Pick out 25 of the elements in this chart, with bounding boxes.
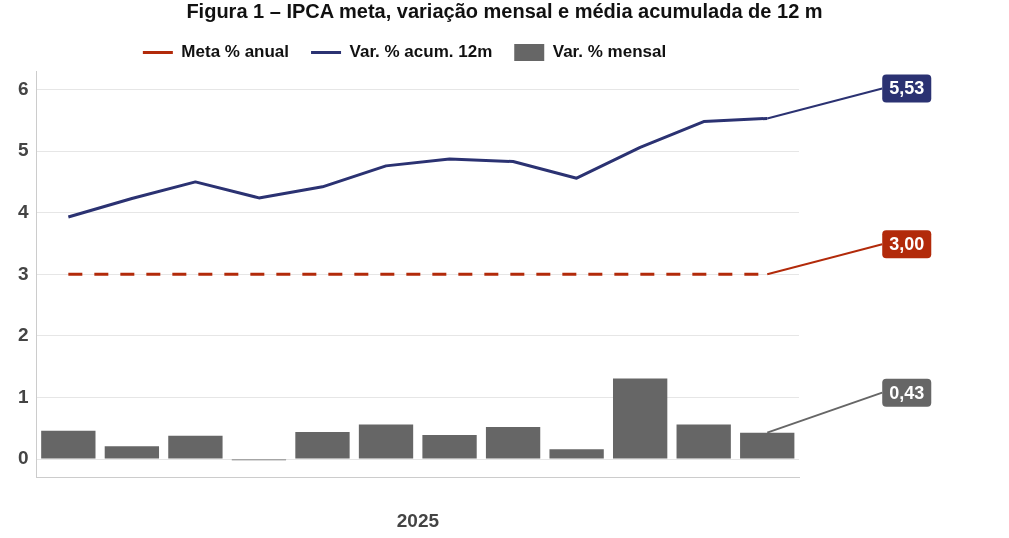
y-tick-label: 5 xyxy=(17,139,29,161)
bar xyxy=(168,435,223,459)
bar xyxy=(104,446,160,459)
y-tick-label: 2 xyxy=(17,324,29,346)
data-label: 5,53 xyxy=(889,78,925,99)
legend-label: Meta % anual xyxy=(181,42,290,62)
bar xyxy=(485,427,541,459)
y-tick-label: 6 xyxy=(17,77,29,99)
y-tick-label: 3 xyxy=(17,262,29,284)
bar xyxy=(549,449,604,459)
chart-title: Figura 1 – IPCA meta, variação mensal e média acumulada de 12 m xyxy=(185,0,824,22)
bar xyxy=(613,378,668,459)
bar xyxy=(422,435,477,459)
y-tick-label: 0 xyxy=(17,447,29,469)
y-tick-label: 4 xyxy=(17,200,29,222)
text: 2025 xyxy=(396,510,440,532)
bar xyxy=(41,430,96,459)
y-tick-label: 1 xyxy=(17,385,29,407)
bar xyxy=(295,432,350,459)
legend-label: Var. % mensal xyxy=(552,42,667,62)
legend-label: Var. % acum. 12m xyxy=(349,42,493,62)
bar xyxy=(676,424,731,459)
data-label: 0,43 xyxy=(889,382,925,403)
bar xyxy=(358,424,414,459)
data-label: 3,00 xyxy=(889,234,925,255)
